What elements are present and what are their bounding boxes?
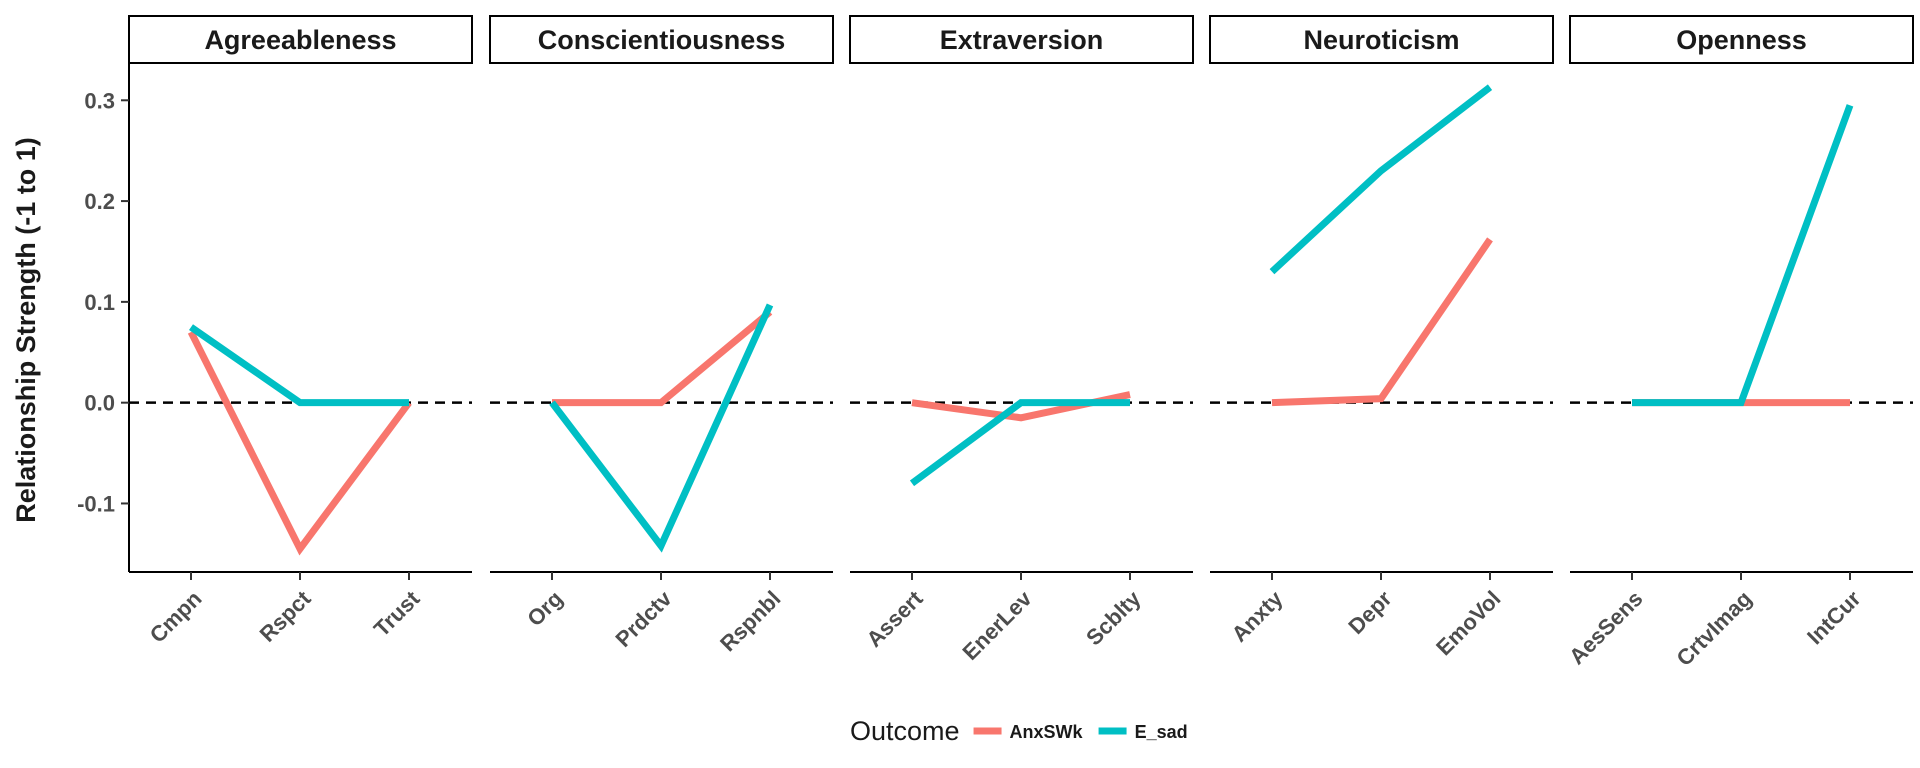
- legend-label: E_sad: [1135, 722, 1188, 742]
- x-tick-label: AesSens: [1564, 586, 1647, 669]
- facet-strip-label: Openness: [1676, 25, 1807, 55]
- x-tick-label: EnerLev: [957, 585, 1037, 665]
- y-axis-title: Relationship Strength (-1 to 1): [11, 137, 41, 523]
- x-tick-label: CrtvImag: [1671, 586, 1756, 671]
- facet-panels: Agreeableness Cmpn Rspct Trust Conscientious…: [128, 15, 1914, 671]
- x-tick-label: Prdctv: [610, 585, 677, 652]
- legend-label: AnxSWk: [1010, 722, 1084, 742]
- x-tick-label: Cmpn: [145, 586, 207, 648]
- y-tick-label: 0.2: [84, 189, 115, 214]
- y-tick-label: 0.1: [84, 290, 115, 315]
- facet-strip-label: Extraversion: [940, 25, 1104, 55]
- x-tick-label: Org: [522, 586, 567, 631]
- y-tick-label: 0.3: [84, 88, 115, 113]
- series-line-e-sad: [189, 324, 409, 407]
- facet-strip-label: Agreeableness: [204, 25, 396, 55]
- facet-panel: Openness AesSens CrtvImag IntCur: [1564, 15, 1914, 671]
- series-line-e-sad: [1632, 104, 1854, 407]
- series-line-e-sad: [549, 303, 774, 553]
- x-tick-label: IntCur: [1802, 586, 1866, 650]
- x-tick-label: EmoVol: [1431, 586, 1505, 660]
- facet-panel: Conscientiousness Org Prdctv Rspnbl: [489, 15, 834, 656]
- series-line-e-sad: [1269, 84, 1493, 275]
- facet-strip: [128, 15, 473, 64]
- x-tick-label: Trust: [369, 585, 425, 641]
- facet-strip: [849, 15, 1194, 64]
- series-line-anxswk: [552, 309, 773, 407]
- y-tick-label: 0.0: [84, 391, 115, 416]
- facet-strip-label: Conscientiousness: [538, 25, 786, 55]
- y-tick-label: -0.1: [77, 491, 115, 516]
- facet-strip: [1209, 15, 1554, 64]
- series-line-anxswk: [1271, 237, 1493, 407]
- y-axis: -0.1 0.0 0.1 0.2 0.3: [77, 64, 130, 572]
- x-tick-label: Assert: [861, 585, 928, 652]
- facet-strip-label: Neuroticism: [1303, 25, 1459, 55]
- legend: Outcome AnxSWk E_sad: [850, 716, 1188, 746]
- x-tick-label: Anxty: [1227, 585, 1288, 646]
- x-tick-label: Rspct: [255, 585, 316, 646]
- series-line-anxswk: [187, 330, 412, 556]
- facet-panel: Neuroticism Anxty Depr EmoVol: [1209, 15, 1554, 660]
- facet-strip: [1569, 15, 1914, 64]
- x-tick-label: Depr: [1343, 586, 1396, 639]
- facet-panel: Extraversion Assert EnerLev Scblty: [849, 15, 1194, 665]
- x-tick-label: Rspnbl: [715, 586, 785, 656]
- x-tick-label: Scblty: [1081, 585, 1146, 650]
- legend-title: Outcome: [850, 716, 960, 746]
- series-line-e-sad: [909, 399, 1130, 487]
- facet-panel: Agreeableness Cmpn Rspct Trust: [128, 15, 473, 648]
- facet-strip: [489, 15, 834, 64]
